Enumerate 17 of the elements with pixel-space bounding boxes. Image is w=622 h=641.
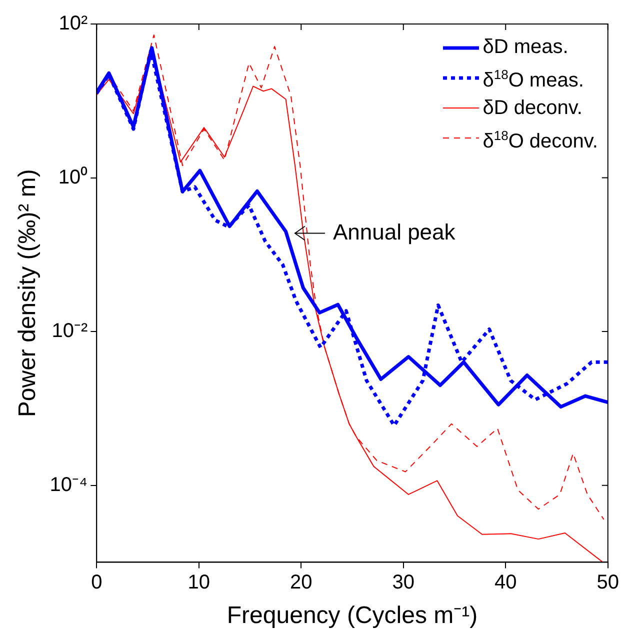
annotation: Annual peak xyxy=(332,219,456,244)
x-tick-label: 50 xyxy=(596,572,619,594)
legend-label: δD meas. xyxy=(482,35,568,60)
y-axis-title: Power density ((‰)² m) xyxy=(14,169,42,418)
y-tick-label: 10² xyxy=(58,12,88,35)
x-axis-title: Frequency (Cycles m⁻¹) xyxy=(226,602,478,630)
x-tick-label: 30 xyxy=(392,572,415,594)
legend-label: δ$^{18}$O deconv. xyxy=(482,126,598,154)
y-tick-label: 10⁻² xyxy=(52,320,88,342)
legend-label: δ$^{18}$O meas. xyxy=(482,66,584,94)
y-tick-label: 10⁰ xyxy=(58,165,88,188)
y-tick-label: 10⁻⁴ xyxy=(50,474,88,496)
legend-label: δD deconv. xyxy=(482,96,582,121)
x-tick-label: 0 xyxy=(91,572,102,594)
x-tick-label: 20 xyxy=(290,572,312,594)
x-tick-label: 10 xyxy=(188,572,210,594)
x-tick-label: 40 xyxy=(494,572,517,594)
